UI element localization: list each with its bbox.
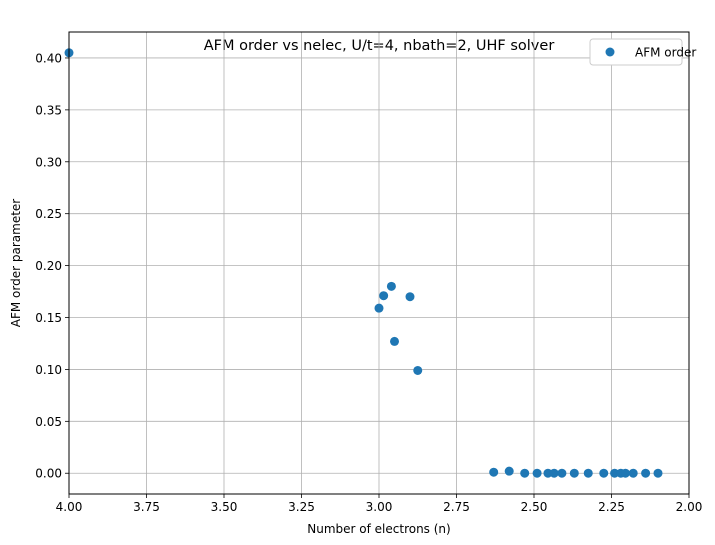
y-tick-label: 0.20 [35, 259, 62, 273]
data-point [532, 468, 542, 478]
x-tick-label: 2.00 [676, 500, 703, 514]
data-point [620, 468, 630, 478]
data-point [653, 468, 663, 478]
y-tick-label: 0.15 [35, 311, 62, 325]
data-point [610, 468, 620, 478]
x-tick-label: 3.50 [211, 500, 238, 514]
legend-marker [605, 47, 615, 57]
data-point [379, 291, 389, 301]
x-axis-label: Number of electrons (n) [307, 522, 450, 536]
data-point [543, 468, 553, 478]
data-point [599, 468, 609, 478]
data-point [386, 281, 396, 291]
y-axis-label: AFM order parameter [9, 199, 23, 328]
x-tick-label: 3.00 [366, 500, 393, 514]
y-axis: 0.00 0.05 0.10 0.15 0.20 0.25 0.30 0.35 0.40 [35, 51, 69, 481]
data-point [390, 336, 399, 346]
x-tick-label: 2.50 [521, 500, 548, 514]
data-point [583, 468, 593, 478]
data-point [569, 468, 579, 478]
data-point [504, 466, 514, 476]
legend-box [589, 38, 683, 66]
y-tick-label: 0.40 [35, 51, 62, 65]
x-axis: 4.00 3.75 3.50 3.25 3.00 2.75 2.50 2.25 2.00 [56, 494, 703, 514]
x-tick-label: 4.00 [56, 500, 83, 514]
data-point [405, 292, 415, 302]
data-point [549, 468, 559, 478]
data-point [641, 468, 651, 478]
y-tick-label: 0.00 [35, 467, 62, 481]
x-tick-label: 3.75 [133, 500, 160, 514]
data-point [374, 303, 384, 313]
x-tick-label: 3.25 [288, 500, 315, 514]
y-tick-label: 0.30 [35, 155, 62, 169]
y-tick-label: 0.35 [35, 103, 62, 117]
data-points [64, 48, 663, 478]
data-point [520, 468, 530, 478]
y-tick-label: 0.25 [35, 207, 62, 221]
y-tick-label: 0.10 [35, 363, 62, 377]
y-tick-label: 0.05 [35, 415, 62, 429]
x-tick-label: 2.75 [443, 500, 470, 514]
data-point [489, 467, 499, 477]
x-tick-label: 2.25 [598, 500, 625, 514]
legend: AFM order [589, 38, 696, 66]
data-point [557, 468, 567, 478]
data-point [413, 365, 423, 375]
legend-label: AFM order [635, 46, 696, 60]
data-point [628, 468, 638, 478]
